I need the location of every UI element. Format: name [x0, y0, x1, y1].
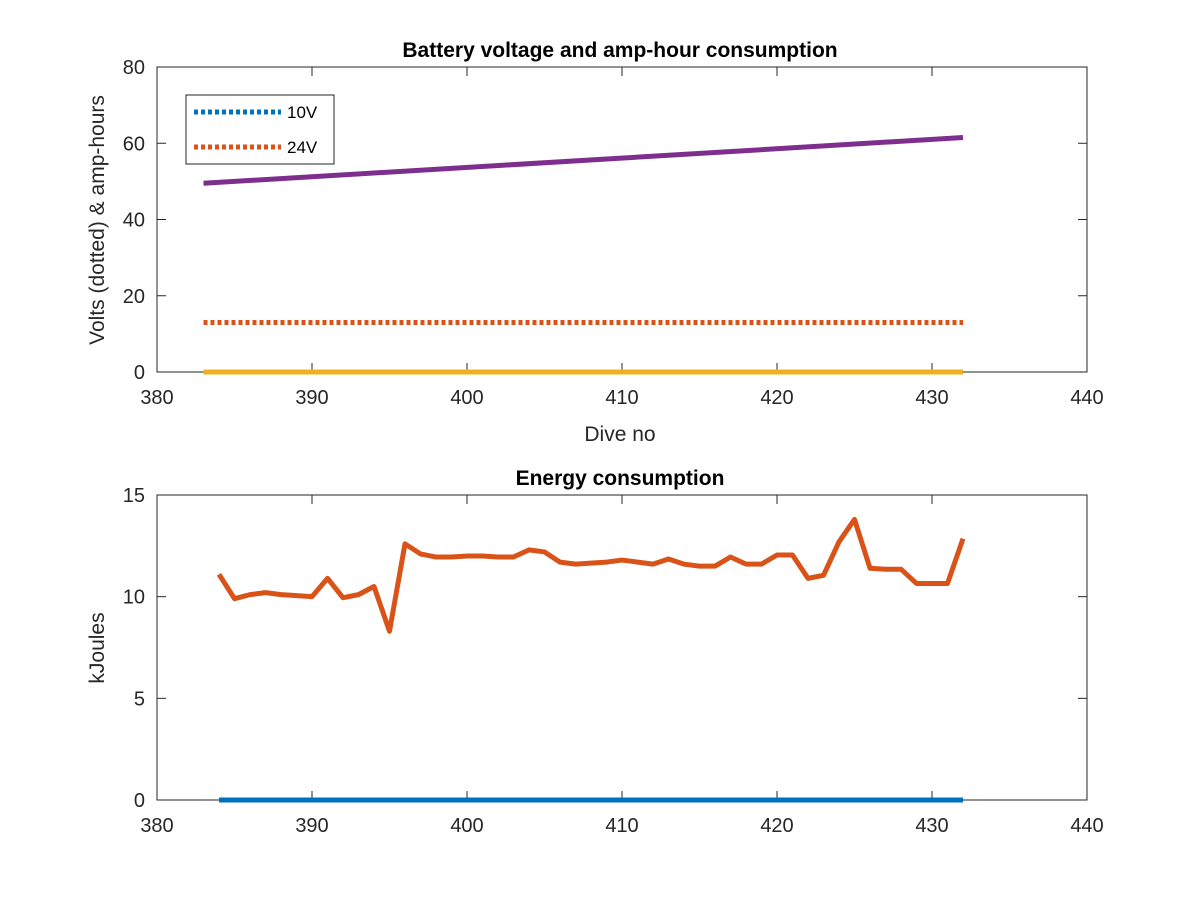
bottom-x-tick-label: 390 — [295, 815, 328, 837]
bottom-ticks: 380 390 400 410 420 430 440 0 5 10 15 — [123, 485, 1104, 837]
bottom-y-tick-label: 5 — [134, 688, 145, 710]
top-subplot: Battery voltage and amp-hour consumption… — [86, 39, 1104, 446]
top-y-axis-label: Volts (dotted) & amp-hours — [86, 95, 109, 345]
bottom-x-tick-label: 400 — [450, 815, 483, 837]
top-x-tick-label: 440 — [1070, 387, 1103, 409]
bottom-series-line-1 — [216, 516, 966, 634]
legend-box — [185, 94, 335, 165]
top-x-tick-label: 390 — [295, 387, 328, 409]
top-y-tick-label: 20 — [123, 286, 145, 308]
top-x-axis-label: Dive no — [584, 423, 655, 446]
bottom-x-tick-label: 420 — [760, 815, 793, 837]
bottom-x-tick-label: 380 — [140, 815, 173, 837]
legend: 10V 24V — [185, 94, 335, 165]
bottom-x-tick-label: 410 — [605, 815, 638, 837]
legend-label-10v: 10V — [287, 103, 318, 122]
top-y-tick-label: 60 — [123, 133, 145, 155]
top-ticks: 380 390 400 410 420 430 440 0 20 40 60 80 — [123, 57, 1104, 409]
bottom-chart-title: Energy consumption — [516, 467, 725, 490]
bottom-y-tick-label: 0 — [134, 790, 145, 812]
bottom-x-tick-label: 430 — [915, 815, 948, 837]
top-y-tick-label: 40 — [123, 210, 145, 232]
bottom-y-tick-label: 15 — [123, 485, 145, 507]
top-x-tick-label: 380 — [140, 387, 173, 409]
bottom-x-tick-label: 440 — [1070, 815, 1103, 837]
bottom-y-tick-label: 10 — [123, 587, 145, 609]
top-x-tick-label: 430 — [915, 387, 948, 409]
top-x-tick-label: 410 — [605, 387, 638, 409]
top-x-tick-label: 400 — [450, 387, 483, 409]
bottom-series-lines — [216, 516, 966, 803]
top-y-tick-label: 0 — [134, 362, 145, 384]
top-y-tick-label: 80 — [123, 57, 145, 79]
top-x-tick-label: 420 — [760, 387, 793, 409]
top-series-lines — [203, 135, 964, 375]
bottom-subplot: Energy consumption 380 390 400 410 420 430 440… — [86, 467, 1104, 837]
top-series-line-3 — [203, 135, 964, 186]
bottom-y-axis-label: kJoules — [86, 612, 109, 683]
legend-label-24v: 24V — [287, 138, 318, 157]
top-chart-title: Battery voltage and amp-hour consumption — [402, 39, 837, 62]
